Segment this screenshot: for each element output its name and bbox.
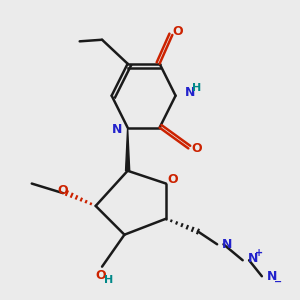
Text: O: O bbox=[168, 173, 178, 186]
Text: N: N bbox=[248, 252, 258, 265]
Text: N: N bbox=[267, 270, 277, 283]
Text: +: + bbox=[255, 248, 263, 258]
Polygon shape bbox=[126, 128, 130, 171]
Text: H: H bbox=[104, 275, 114, 285]
Text: N: N bbox=[222, 238, 232, 251]
Text: O: O bbox=[191, 142, 202, 155]
Text: N: N bbox=[184, 86, 195, 99]
Text: O: O bbox=[58, 184, 68, 197]
Text: O: O bbox=[173, 25, 183, 38]
Text: H: H bbox=[192, 83, 201, 93]
Text: −: − bbox=[274, 277, 282, 287]
Text: O: O bbox=[95, 269, 106, 282]
Text: N: N bbox=[112, 123, 122, 136]
